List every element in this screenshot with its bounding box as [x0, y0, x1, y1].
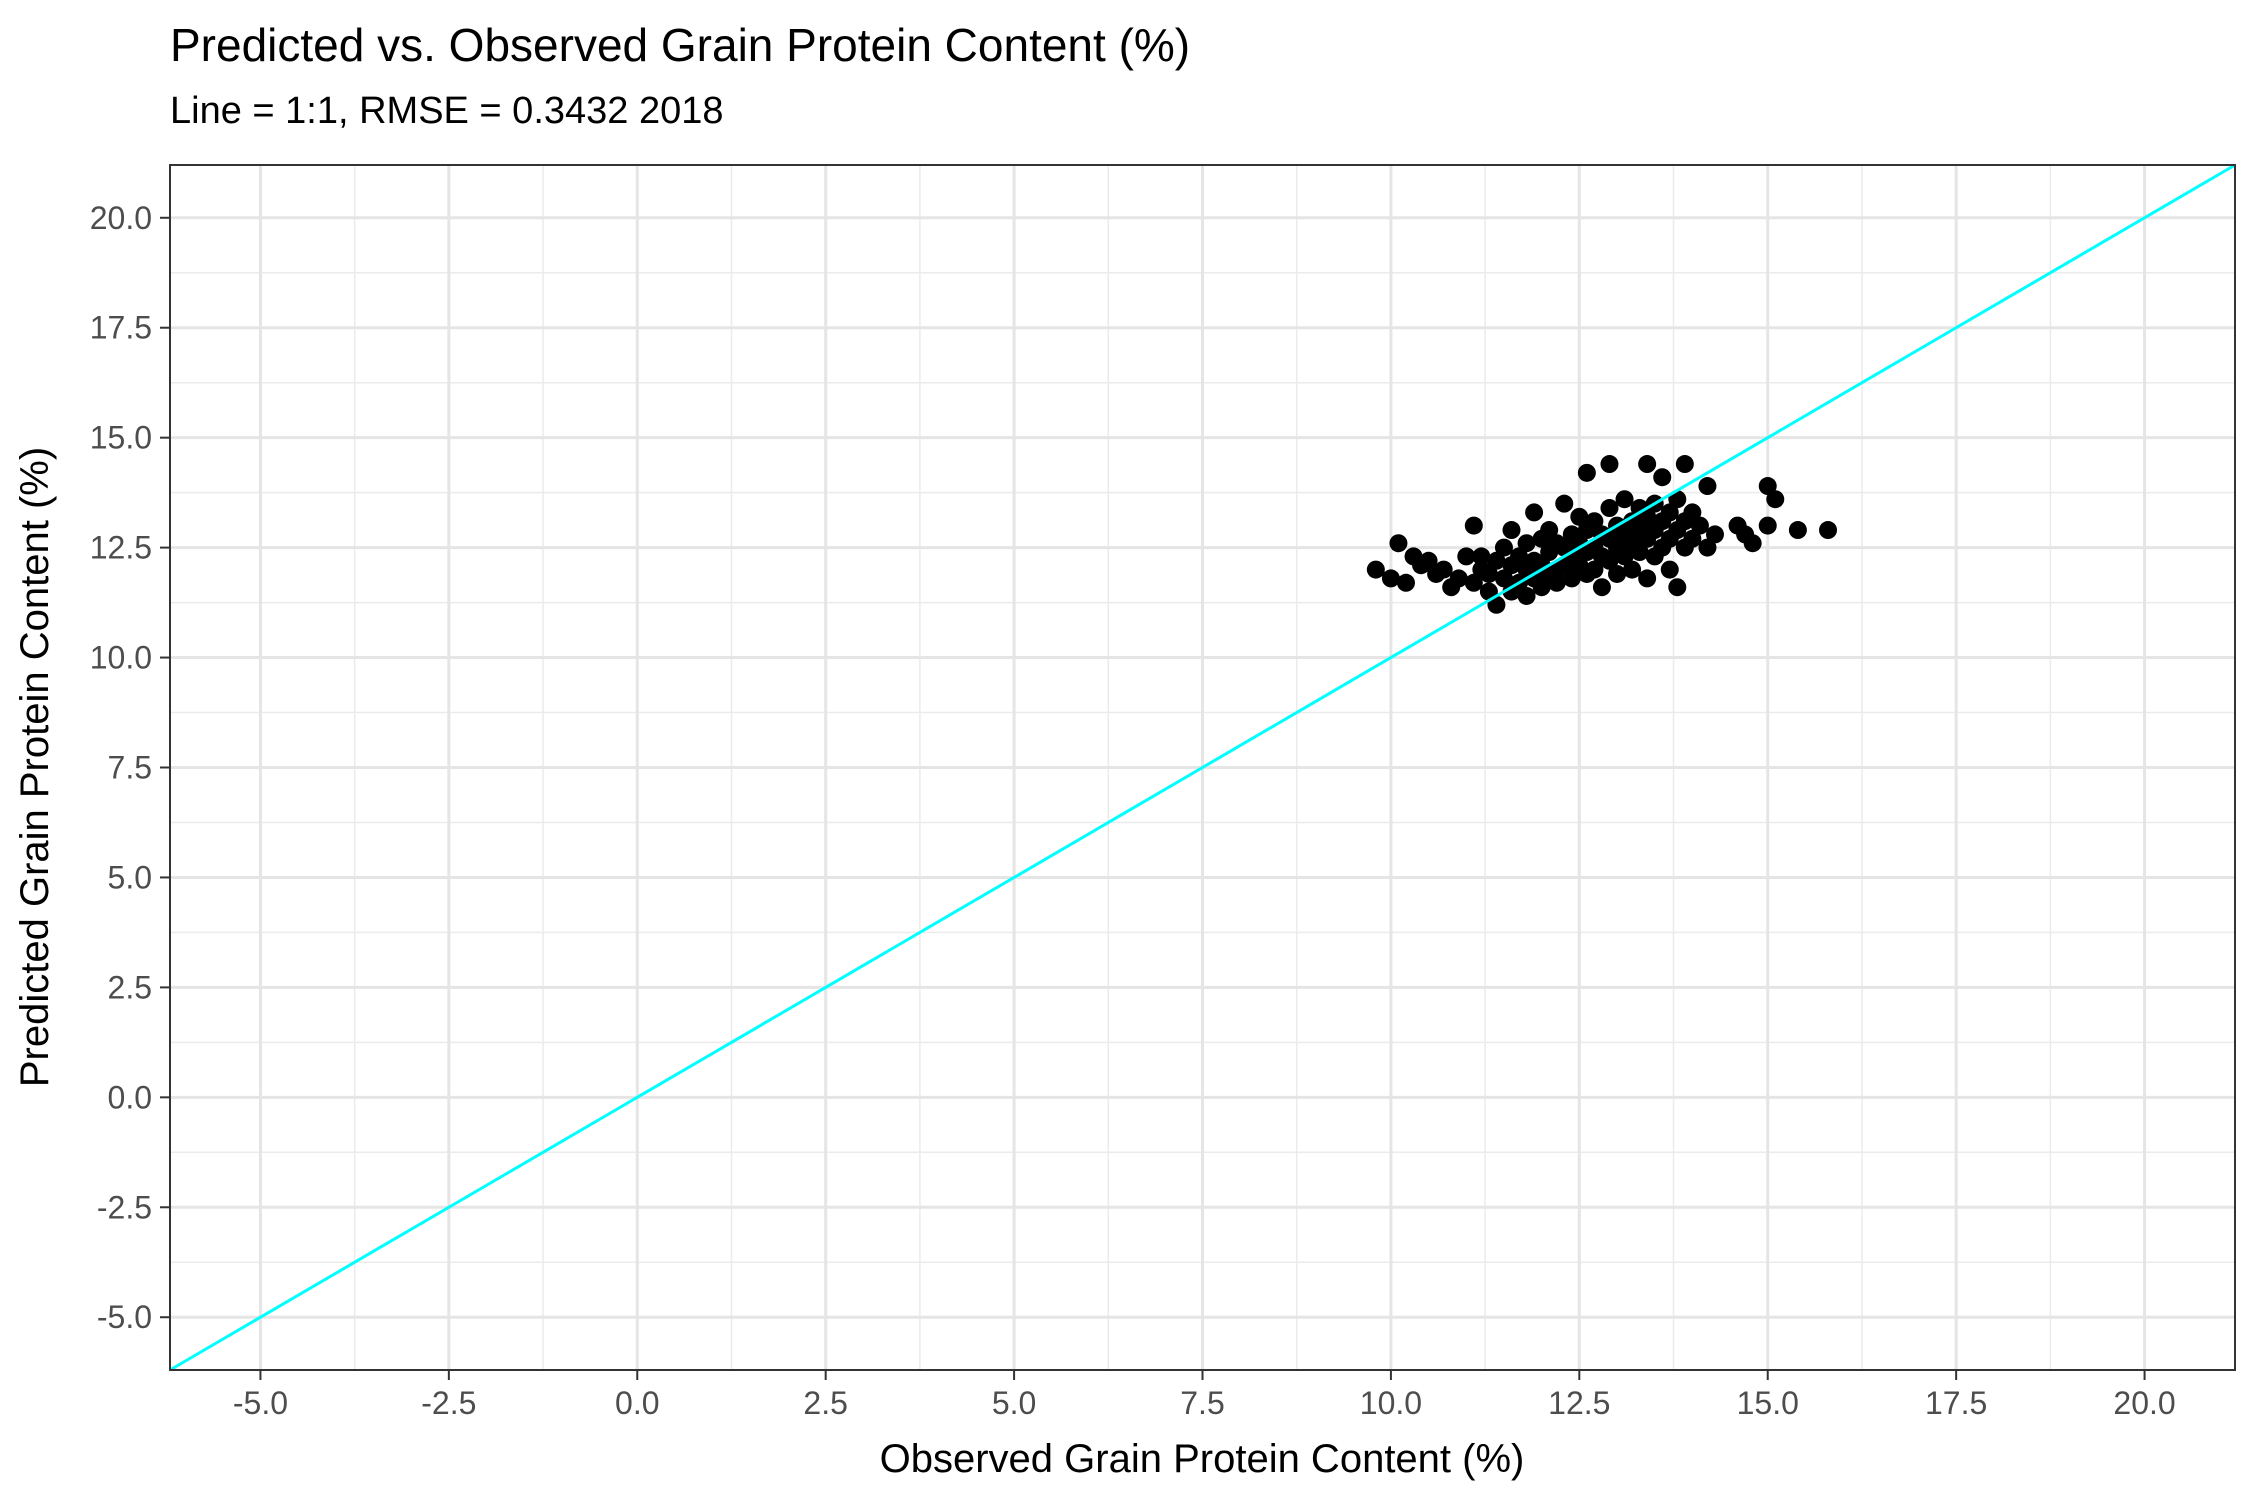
data-point	[1396, 573, 1415, 592]
data-point	[1457, 547, 1476, 566]
data-point	[1464, 573, 1483, 592]
y-tick-label: 0.0	[108, 1079, 152, 1115]
data-point	[1517, 586, 1536, 605]
x-tick-label: 2.5	[803, 1385, 847, 1421]
y-tick-label: 7.5	[108, 750, 152, 786]
data-point	[1487, 551, 1506, 570]
data-point	[1608, 564, 1627, 583]
data-point	[1366, 560, 1385, 579]
data-point	[1532, 578, 1551, 597]
major-gridlines	[170, 165, 2235, 1370]
x-tick-label: -5.0	[233, 1385, 288, 1421]
x-tick-label: 0.0	[615, 1385, 659, 1421]
data-point	[1683, 503, 1702, 522]
chart-title: Predicted vs. Observed Grain Protein Con…	[170, 19, 1191, 71]
y-tick-label: -2.5	[97, 1189, 152, 1225]
data-point	[1479, 564, 1498, 583]
data-point	[1600, 499, 1619, 518]
one-to-one-line	[169, 163, 2236, 1372]
data-point	[1653, 468, 1672, 487]
data-point	[1766, 490, 1785, 509]
data-point	[1698, 477, 1717, 496]
y-axis: -5.0 -2.5 0.0 2.5 5.0 7.5 10.0 12.5 15.0 17.5 20.0	[90, 200, 170, 1335]
data-point	[1464, 516, 1483, 535]
y-tick-label: 17.5	[90, 310, 152, 346]
y-tick-label: -5.0	[97, 1299, 152, 1335]
data-point	[1517, 534, 1536, 553]
reference-layer	[169, 163, 2236, 1372]
x-tick-label: 10.0	[1360, 1385, 1422, 1421]
data-point	[1615, 490, 1634, 509]
data-point	[1600, 551, 1619, 570]
y-tick-label: 10.0	[90, 640, 152, 676]
data-point	[1638, 455, 1657, 474]
x-tick-label: 7.5	[1180, 1385, 1224, 1421]
data-point	[1570, 507, 1589, 526]
x-axis-title: Observed Grain Protein Content (%)	[880, 1437, 1525, 1481]
data-point	[1600, 455, 1619, 474]
data-point	[1630, 543, 1649, 562]
data-point	[1502, 521, 1521, 540]
data-point	[1758, 516, 1777, 535]
data-point	[1638, 569, 1657, 588]
data-point	[1788, 521, 1807, 540]
data-point	[1660, 503, 1679, 522]
data-point	[1555, 494, 1574, 513]
data-point	[1585, 560, 1604, 579]
y-tick-label: 20.0	[90, 200, 152, 236]
x-tick-label: 12.5	[1548, 1385, 1610, 1421]
data-point	[1510, 547, 1529, 566]
data-point	[1668, 578, 1687, 597]
data-point	[1585, 512, 1604, 531]
data-point	[1562, 569, 1581, 588]
data-points	[1366, 455, 1838, 614]
data-point	[1434, 560, 1453, 579]
x-tick-label: 20.0	[2113, 1385, 2175, 1421]
data-point	[1525, 503, 1544, 522]
y-tick-label: 12.5	[90, 530, 152, 566]
x-tick-label: 15.0	[1737, 1385, 1799, 1421]
y-tick-label: 2.5	[108, 969, 152, 1005]
data-point	[1615, 547, 1634, 566]
y-tick-label: 15.0	[90, 420, 152, 456]
data-point	[1547, 573, 1566, 592]
data-point	[1698, 538, 1717, 557]
data-point	[1381, 569, 1400, 588]
data-point	[1819, 521, 1838, 540]
x-tick-label: -2.5	[421, 1385, 476, 1421]
data-point	[1389, 534, 1408, 553]
x-axis: -5.0 -2.5 0.0 2.5 5.0 7.5 10.0 12.5 15.0 17.5 20.0	[233, 1370, 2176, 1421]
data-point	[1449, 569, 1468, 588]
data-point	[1494, 569, 1513, 588]
data-point	[1577, 463, 1596, 482]
chart-subtitle: Line = 1:1, RMSE = 0.3432 2018	[170, 90, 724, 132]
y-tick-label: 5.0	[108, 859, 152, 895]
data-point	[1743, 534, 1762, 553]
data-point	[1623, 560, 1642, 579]
data-point	[1494, 538, 1513, 557]
data-point	[1592, 578, 1611, 597]
data-point	[1472, 547, 1491, 566]
data-point	[1690, 516, 1709, 535]
data-point	[1419, 551, 1438, 570]
data-point	[1540, 521, 1559, 540]
data-point	[1705, 525, 1724, 544]
data-point	[1660, 560, 1679, 579]
data-point	[1683, 529, 1702, 548]
x-tick-label: 5.0	[992, 1385, 1036, 1421]
data-point	[1675, 455, 1694, 474]
data-point	[1758, 477, 1777, 496]
y-axis-title: Predicted Grain Protein Content (%)	[13, 447, 57, 1087]
x-tick-label: 17.5	[1925, 1385, 1987, 1421]
